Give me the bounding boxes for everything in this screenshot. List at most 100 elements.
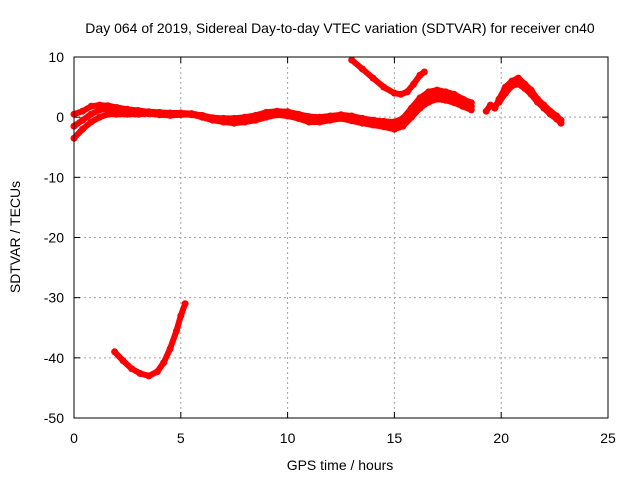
data-point <box>358 114 366 122</box>
y-tick-label: -10 <box>44 169 64 185</box>
data-point <box>326 112 334 120</box>
data-point <box>79 116 86 124</box>
data-point <box>230 114 238 122</box>
data-point <box>482 107 490 115</box>
data-point <box>177 312 185 320</box>
data-point <box>546 110 554 118</box>
data-point <box>87 118 95 126</box>
data-point <box>450 90 458 98</box>
data-point <box>134 107 142 114</box>
data-series <box>70 56 565 380</box>
ticks: 0 5 10 15 20 25 -50 -40 -30 -20 -10 0 10 <box>44 49 616 446</box>
data-point <box>166 109 174 117</box>
data-point <box>369 116 377 124</box>
y-tick-label: 10 <box>48 49 64 65</box>
data-point <box>553 115 561 123</box>
data-point <box>397 90 405 98</box>
data-point <box>96 101 104 109</box>
data-point <box>491 104 499 111</box>
data-point <box>181 300 189 308</box>
data-point <box>425 88 433 96</box>
data-point <box>111 348 119 356</box>
y-tick-label: 0 <box>56 109 64 125</box>
data-point <box>145 108 153 116</box>
data-point <box>252 111 260 119</box>
x-tick-label: 10 <box>280 430 296 446</box>
data-point <box>369 74 377 82</box>
data-point <box>337 111 345 119</box>
data-point <box>502 89 509 97</box>
y-tick-label: -40 <box>44 350 64 366</box>
data-point <box>294 110 302 118</box>
y-tick-label: -50 <box>44 410 64 426</box>
data-point <box>416 94 424 102</box>
x-axis-label: GPS time / hours <box>287 457 394 473</box>
y-tick-label: -30 <box>44 290 64 306</box>
data-point <box>79 125 86 133</box>
data-point <box>262 108 270 116</box>
data-point <box>160 359 168 367</box>
data-point <box>508 82 516 90</box>
data-point <box>433 86 441 94</box>
data-point <box>104 110 112 118</box>
data-point <box>305 113 313 121</box>
x-tick-label: 25 <box>600 430 616 446</box>
data-point <box>380 83 388 91</box>
data-point <box>119 357 127 365</box>
data-point <box>348 112 356 120</box>
data-point <box>410 80 418 88</box>
chart-title: Day 064 of 2019, Sidereal Day-to-day VTE… <box>85 20 595 36</box>
data-point <box>514 74 522 82</box>
data-point <box>390 89 398 97</box>
data-point <box>459 95 467 103</box>
data-point <box>153 368 161 376</box>
data-point <box>467 99 475 107</box>
data-point <box>87 110 95 118</box>
data-point <box>540 104 548 112</box>
y-axis-label: SDTVAR / TECUs <box>7 181 23 293</box>
data-point <box>79 107 86 115</box>
data-point <box>408 104 415 112</box>
data-point <box>128 365 136 373</box>
data-point <box>145 372 153 380</box>
data-point <box>155 108 163 116</box>
data-point <box>188 110 195 118</box>
data-point <box>390 118 398 126</box>
data-point <box>273 107 281 115</box>
data-point <box>166 345 174 353</box>
data-point <box>348 56 356 64</box>
data-point <box>521 84 529 92</box>
data-point <box>433 95 441 103</box>
data-point <box>399 114 407 122</box>
data-point <box>420 68 428 76</box>
data-point <box>403 88 411 96</box>
x-tick-label: 20 <box>493 430 509 446</box>
data-point <box>177 109 185 117</box>
data-point <box>241 113 249 121</box>
data-point <box>209 114 217 122</box>
data-point <box>220 114 227 122</box>
data-point <box>113 104 121 111</box>
data-point <box>123 105 131 113</box>
data-point <box>557 119 565 127</box>
y-tick-label: -20 <box>44 230 64 246</box>
data-point <box>534 98 541 106</box>
data-point <box>442 88 450 96</box>
data-point <box>284 108 292 116</box>
data-point <box>358 65 366 73</box>
data-point <box>87 102 95 110</box>
data-point <box>104 102 112 110</box>
data-point <box>527 90 535 98</box>
data-point <box>514 80 522 88</box>
data-point <box>380 117 388 125</box>
data-point <box>316 113 324 121</box>
data-point <box>136 370 144 377</box>
x-tick-label: 0 <box>70 430 78 446</box>
data-point <box>495 98 503 106</box>
data-point <box>173 327 180 335</box>
data-point <box>198 111 206 119</box>
x-tick-label: 5 <box>177 430 185 446</box>
data-point <box>96 113 104 121</box>
